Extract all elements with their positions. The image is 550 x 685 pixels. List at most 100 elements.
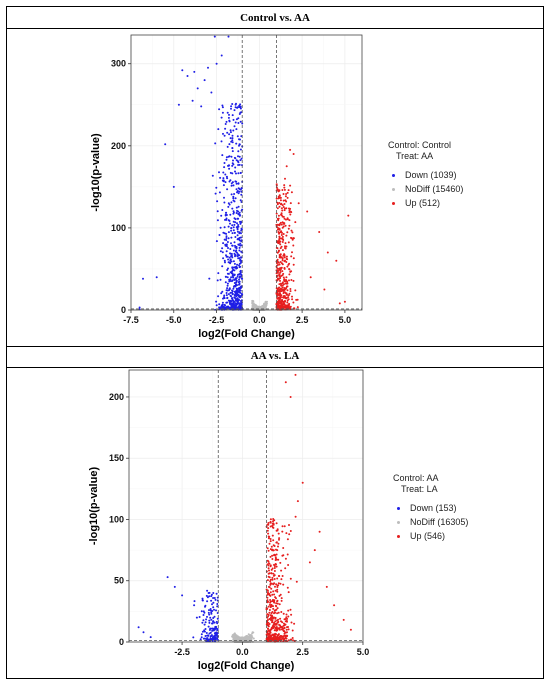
point-up <box>267 572 270 575</box>
point-down <box>149 636 152 639</box>
point-up <box>273 593 276 596</box>
point-up <box>266 619 269 621</box>
point-up <box>271 593 274 596</box>
point-down <box>208 613 211 616</box>
point-up <box>288 524 290 526</box>
point-down <box>212 620 215 623</box>
point-up <box>279 593 282 596</box>
point-up <box>282 583 285 586</box>
point-up <box>292 639 294 642</box>
point-down <box>200 636 203 639</box>
point-nodiff <box>250 635 253 638</box>
point-nodiff <box>235 637 238 640</box>
point-up <box>286 626 288 629</box>
figure-frame: Control vs. AA AA vs. LA <box>6 6 544 679</box>
point-up <box>267 535 270 538</box>
point-up <box>287 591 290 594</box>
point-down <box>207 634 210 637</box>
point-down <box>203 630 206 633</box>
point-down <box>208 629 211 631</box>
point-up <box>273 621 276 624</box>
data-points <box>137 373 352 643</box>
point-up <box>281 554 284 557</box>
point-down <box>202 619 205 622</box>
point-up <box>291 629 294 632</box>
point-up <box>274 596 277 599</box>
point-down <box>200 633 203 636</box>
point-down <box>215 620 218 623</box>
point-up <box>272 583 275 586</box>
point-up <box>278 623 281 626</box>
point-up <box>287 615 290 618</box>
point-down <box>206 589 209 592</box>
point-up <box>270 587 273 590</box>
point-up <box>268 576 271 579</box>
point-nodiff <box>244 635 247 638</box>
point-up <box>270 545 273 548</box>
point-up <box>269 594 272 597</box>
title-divider-2 <box>7 367 543 368</box>
point-up <box>276 584 279 587</box>
point-down <box>212 606 215 609</box>
point-down <box>206 637 209 640</box>
title-divider-1 <box>7 28 543 29</box>
point-up <box>272 590 275 593</box>
point-down <box>216 628 219 630</box>
point-down <box>206 600 209 603</box>
point-down <box>204 605 206 608</box>
point-down <box>206 615 208 618</box>
point-up <box>269 540 272 543</box>
point-down <box>137 626 140 629</box>
point-up <box>273 545 276 547</box>
point-down <box>202 637 205 640</box>
point-up <box>277 582 280 585</box>
point-down <box>201 621 204 624</box>
point-up <box>269 580 272 583</box>
point-up <box>274 556 277 559</box>
point-down <box>201 597 204 600</box>
point-up <box>271 621 273 624</box>
point-up <box>267 549 270 552</box>
point-up <box>286 586 289 589</box>
point-down <box>208 609 210 612</box>
point-up <box>289 577 292 580</box>
grid <box>129 370 364 643</box>
panel-title-control-vs-aa: Control vs. AA <box>240 12 310 24</box>
point-nodiff <box>236 635 239 638</box>
point-up <box>267 532 270 535</box>
point-up <box>275 522 278 525</box>
point-down <box>200 610 203 613</box>
point-up <box>267 605 270 608</box>
panel-divider <box>7 346 543 347</box>
point-down <box>215 592 218 595</box>
point-up <box>267 537 270 540</box>
point-down <box>211 603 213 606</box>
point-up <box>272 574 275 577</box>
point-up <box>287 564 290 566</box>
point-nodiff <box>241 639 244 641</box>
point-nodiff <box>248 637 251 640</box>
point-up <box>289 530 292 532</box>
point-down <box>215 609 217 612</box>
point-up <box>271 558 274 560</box>
point-up <box>277 542 280 545</box>
point-down <box>202 614 205 616</box>
point-down <box>201 630 204 633</box>
point-up <box>285 616 288 619</box>
point-down <box>204 635 207 637</box>
point-up <box>282 547 285 549</box>
point-down <box>195 616 198 619</box>
point-up <box>295 580 298 583</box>
point-down <box>208 619 211 622</box>
point-down <box>198 616 201 618</box>
point-down <box>210 612 213 615</box>
point-down <box>209 616 212 619</box>
point-up <box>279 582 282 585</box>
point-up <box>273 611 276 614</box>
point-up <box>280 597 283 600</box>
point-down <box>205 632 208 634</box>
point-up <box>291 637 294 639</box>
point-up <box>270 634 273 637</box>
panel-title-aa-vs-la: AA vs. LA <box>250 350 300 362</box>
